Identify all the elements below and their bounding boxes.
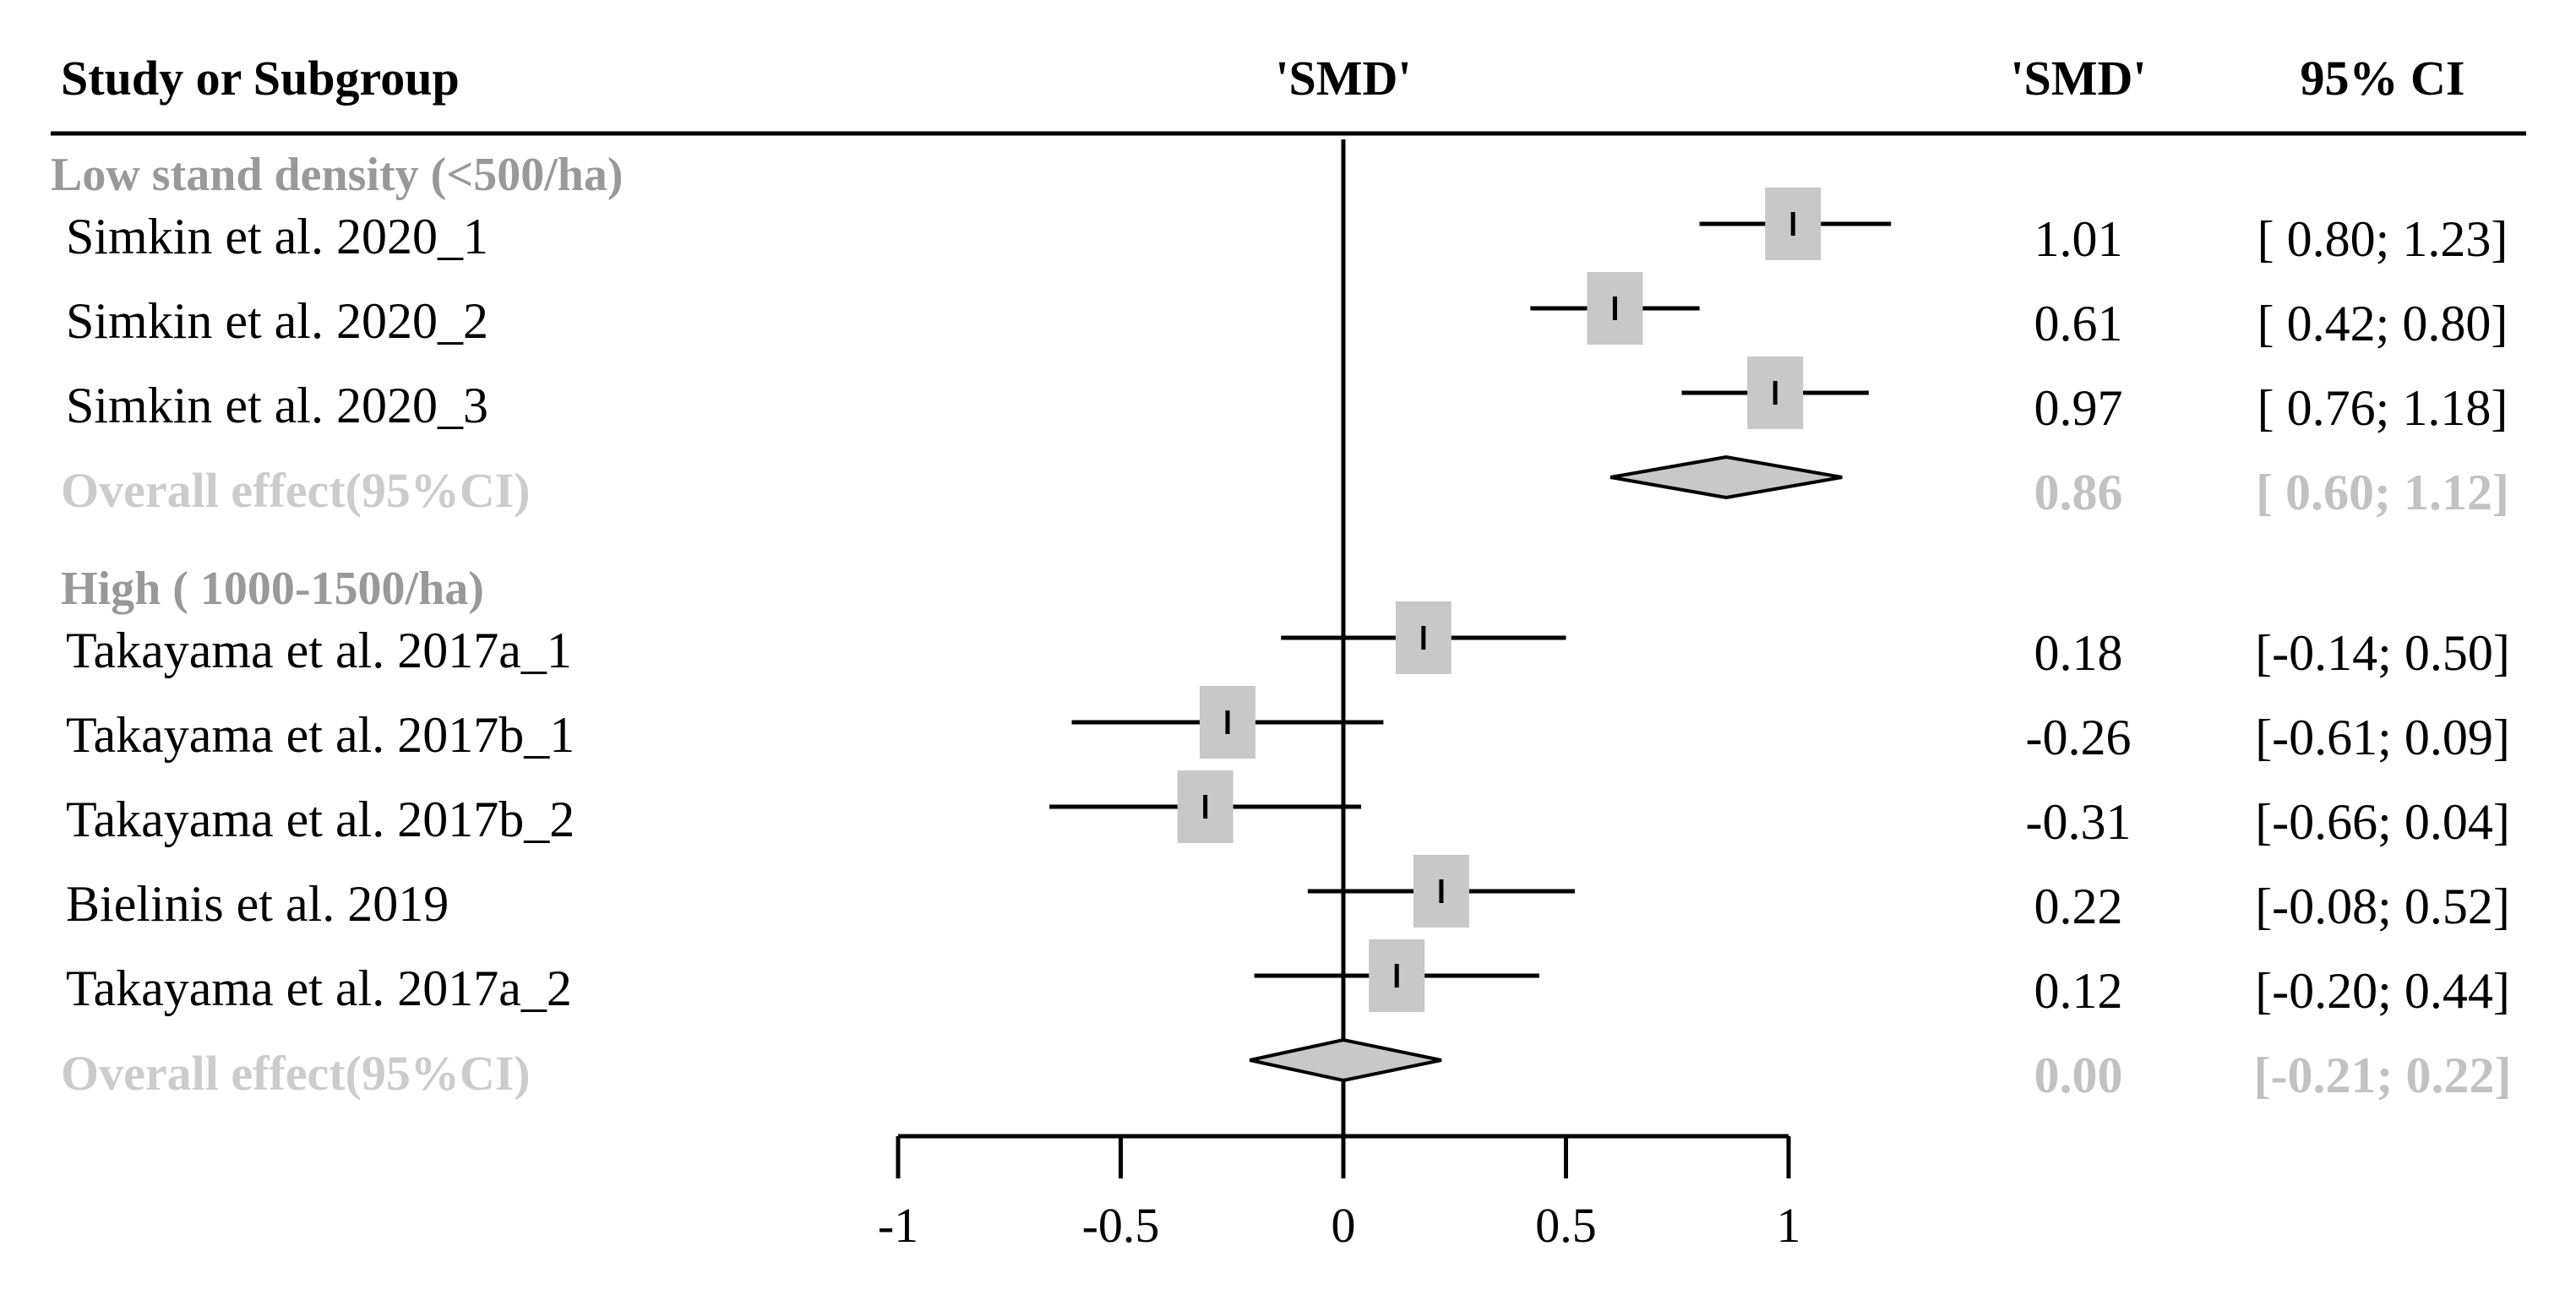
x-tick-label: 0 [1332,1198,1356,1253]
study-name: Bielinis et al. 2019 [66,876,449,932]
ci-value: [-0.61; 0.09] [2255,710,2510,765]
overall-ci-value: [-0.21; 0.22] [2254,1047,2512,1103]
overall-ci-value: [ 0.60; 1.12] [2256,465,2509,520]
header-smd: 'SMD' [2010,51,2146,106]
study-name: Simkin et al. 2020_1 [66,209,488,264]
study-name: Simkin et al. 2020_3 [66,378,488,433]
smd-value: 0.22 [2034,879,2123,934]
ci-value: [-0.08; 0.52] [2255,879,2510,934]
ci-value: [ 0.80; 1.23] [2257,211,2508,267]
subgroup-label: Low stand density (<500/ha) [51,149,624,201]
x-tick-label: -0.5 [1082,1198,1160,1253]
smd-value: -0.31 [2026,794,2132,850]
header-study: Study or Subgroup [61,51,460,106]
study-name: Takayama et al. 2017b_1 [66,707,575,763]
x-tick-label: 1 [1777,1198,1801,1253]
ci-value: [-0.66; 0.04] [2255,794,2510,850]
x-axis: -1 -0.5 0 0.5 1 [878,1134,1801,1253]
overall-smd-value: 0.86 [2034,465,2123,520]
overall-effect-label: Overall effect(95%CI) [61,463,531,518]
ci-value: [ 0.76; 1.18] [2257,380,2508,436]
subgroup-label: High ( 1000-1500/ha) [61,563,484,615]
overall-effect-label: Overall effect(95%CI) [61,1046,531,1101]
x-tick-label: -1 [878,1198,918,1253]
study-name: Simkin et al. 2020_2 [66,293,488,349]
overall-diamond [1249,1037,1442,1083]
ci-value: [ 0.42; 0.80] [2257,296,2508,351]
header-plot: 'SMD' [1275,51,1411,106]
study-name: Takayama et al. 2017a_1 [66,623,572,678]
overall-smd-value: 0.00 [2034,1047,2123,1103]
x-tick-label: 0.5 [1535,1198,1597,1253]
header-ci: 95% CI [2301,51,2465,106]
smd-value: 0.97 [2034,380,2123,436]
overall-diamond [1609,454,1843,500]
smd-value: 0.18 [2034,625,2123,681]
smd-value: -0.26 [2026,710,2132,765]
smd-value: 0.12 [2034,963,2123,1019]
study-name: Takayama et al. 2017b_2 [66,792,575,847]
study-name: Takayama et al. 2017a_2 [66,960,572,1016]
smd-value: 0.61 [2034,296,2123,351]
forest-rows: Low stand density (<500/ha) Simkin et al.… [51,149,2511,1103]
ci-value: [-0.20; 0.44] [2255,963,2510,1019]
ci-value: [-0.14; 0.50] [2255,625,2510,681]
smd-value: 1.01 [2034,211,2123,267]
